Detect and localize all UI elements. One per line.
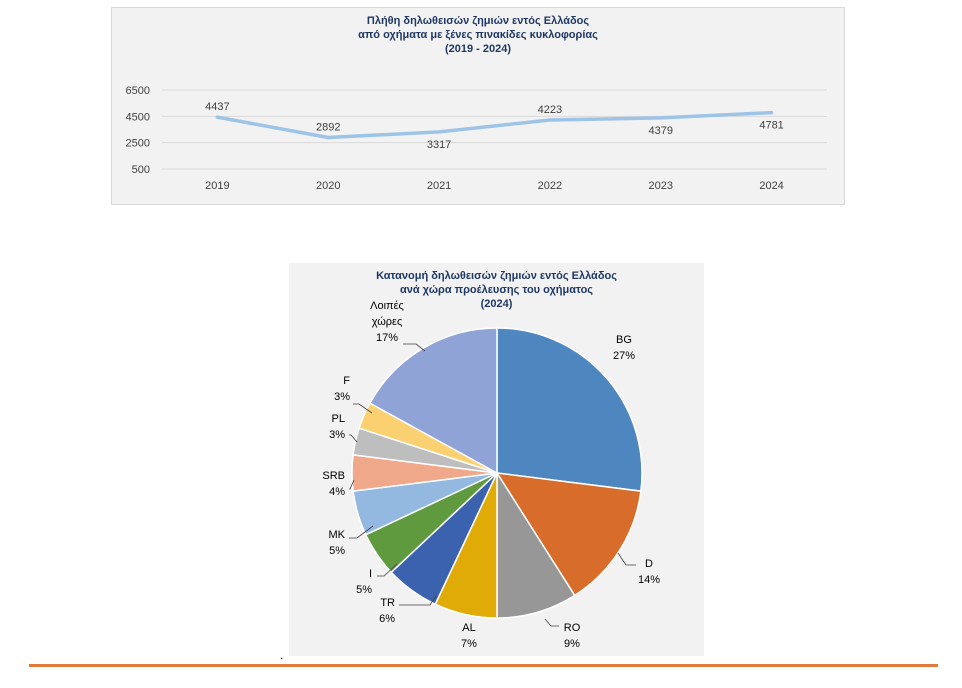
x-tick-label: 2021 xyxy=(427,180,451,192)
leader-line xyxy=(399,595,437,606)
y-tick-label: 6500 xyxy=(126,85,150,97)
leader-line xyxy=(544,618,559,627)
slice-name-label: RO xyxy=(564,622,581,634)
leader-line xyxy=(403,343,426,352)
leader-line xyxy=(349,434,358,443)
slice-percent-label: 3% xyxy=(329,429,345,441)
data-label: 2892 xyxy=(316,122,340,134)
slice-percent-label: 6% xyxy=(379,613,395,625)
data-label: 4379 xyxy=(649,125,673,137)
slice-percent-label: 4% xyxy=(329,486,345,498)
x-tick-label: 2023 xyxy=(649,180,673,192)
slice-percent-label: 5% xyxy=(329,545,345,557)
data-label: 3317 xyxy=(427,139,451,151)
leader-line xyxy=(349,479,355,490)
x-tick-label: 2020 xyxy=(316,180,340,192)
y-tick-label: 4500 xyxy=(126,111,150,123)
slice-percent-label: 14% xyxy=(638,574,660,586)
stray-dot: . xyxy=(280,648,284,662)
pie-slice xyxy=(368,327,498,475)
page-bottom-rule xyxy=(29,664,938,667)
y-tick-label: 500 xyxy=(132,164,150,176)
slice-percent-label: 27% xyxy=(613,350,635,362)
slice-name-label: TR xyxy=(380,597,395,609)
slice-name-label: BG xyxy=(616,334,632,346)
slice-name-label: AL xyxy=(462,622,475,634)
pie-chart-panel: Κατανομή δηλωθεισών ζημιών εντός Ελλάδος… xyxy=(289,263,704,656)
pie-chart-title-line-2: ανά χώρα προέλευσης του οχήματος xyxy=(399,284,594,296)
leader-line xyxy=(353,403,373,414)
pie-slice xyxy=(496,327,643,493)
slice-name-label: D xyxy=(645,558,653,570)
x-tick-label: 2022 xyxy=(538,180,562,192)
data-label: 4223 xyxy=(538,104,562,116)
slice-percent-label: 17% xyxy=(376,332,398,344)
leader-line xyxy=(349,525,374,539)
pie-chart-plot: BG 27% D 14% RO 9% AL 7% TR 6% I 5% MK 5% SRB 4% PL 3% F 3%… xyxy=(322,300,660,650)
slice-name-label: MK xyxy=(329,529,346,541)
slice-percent-label: 3% xyxy=(334,391,350,403)
slice-name-label: χώρες xyxy=(372,316,403,328)
x-tick-label: 2024 xyxy=(759,180,783,192)
y-tick-label: 2500 xyxy=(126,138,150,150)
slice-percent-label: 5% xyxy=(356,584,372,596)
pie-slice xyxy=(495,472,642,597)
line-chart-plot: 500 2500 4500 6500 2019 2020 2021 2022 2023 2024 4… xyxy=(126,85,827,192)
pie-chart-title-line-1: Κατανομή δηλωθεισών ζημιών εντός Ελλάδος xyxy=(376,270,617,282)
slice-name-label: Λοιπές xyxy=(370,300,404,312)
series-line xyxy=(215,110,774,140)
line-chart-title-line-3: (2019 - 2024) xyxy=(444,43,512,55)
line-chart-title: Πλήθη δηλωθεισών ζημιών εντός Ελλάδος απ… xyxy=(112,14,844,56)
line-chart-title-line-1: Πλήθη δηλωθεισών ζημιών εντός Ελλάδος xyxy=(366,15,590,27)
pie-chart-title-line-3: (2024) xyxy=(480,298,513,310)
slice-name-label: F xyxy=(343,375,350,387)
data-label: 4437 xyxy=(205,101,229,113)
leader-line xyxy=(377,563,398,577)
x-tick-label: 2019 xyxy=(205,180,229,192)
leader-line xyxy=(617,552,636,566)
line-chart-title-line-2: από οχήματα με ξένες πινακίδες κυκλοφορί… xyxy=(358,29,598,41)
slice-name-label: I xyxy=(369,568,372,580)
slice-percent-label: 7% xyxy=(461,638,477,650)
pie-slice xyxy=(496,470,576,619)
line-chart-panel: Πλήθη δηλωθεισών ζημιών εντός Ελλάδος απ… xyxy=(111,7,845,205)
slice-name-label: PL xyxy=(332,413,345,425)
data-label: 4781 xyxy=(759,120,783,132)
slice-percent-label: 9% xyxy=(564,638,580,650)
pie-chart-title: Κατανομή δηλωθεισών ζημιών εντός Ελλάδος… xyxy=(289,269,704,311)
slice-name-label: SRB xyxy=(322,470,345,482)
